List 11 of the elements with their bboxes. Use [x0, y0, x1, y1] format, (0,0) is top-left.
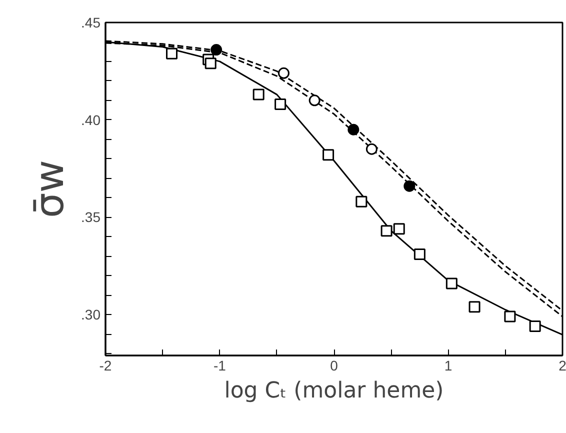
x-tick-label: 0: [330, 358, 338, 374]
x-tick-label: 2: [558, 358, 566, 374]
y-tick-label: .35: [81, 209, 101, 226]
y-tick-label: .45: [81, 14, 101, 30]
x-tick-label: -1: [214, 358, 226, 374]
y-tick-label: .30: [81, 306, 101, 323]
y-axis-title: σ̄w: [27, 160, 74, 218]
y-tick-label: .40: [81, 112, 101, 128]
x-tick-label: -2: [99, 358, 112, 374]
x-axis-title: log Cₜ (molar heme): [224, 378, 444, 404]
x-tick-label: 1: [444, 358, 452, 374]
